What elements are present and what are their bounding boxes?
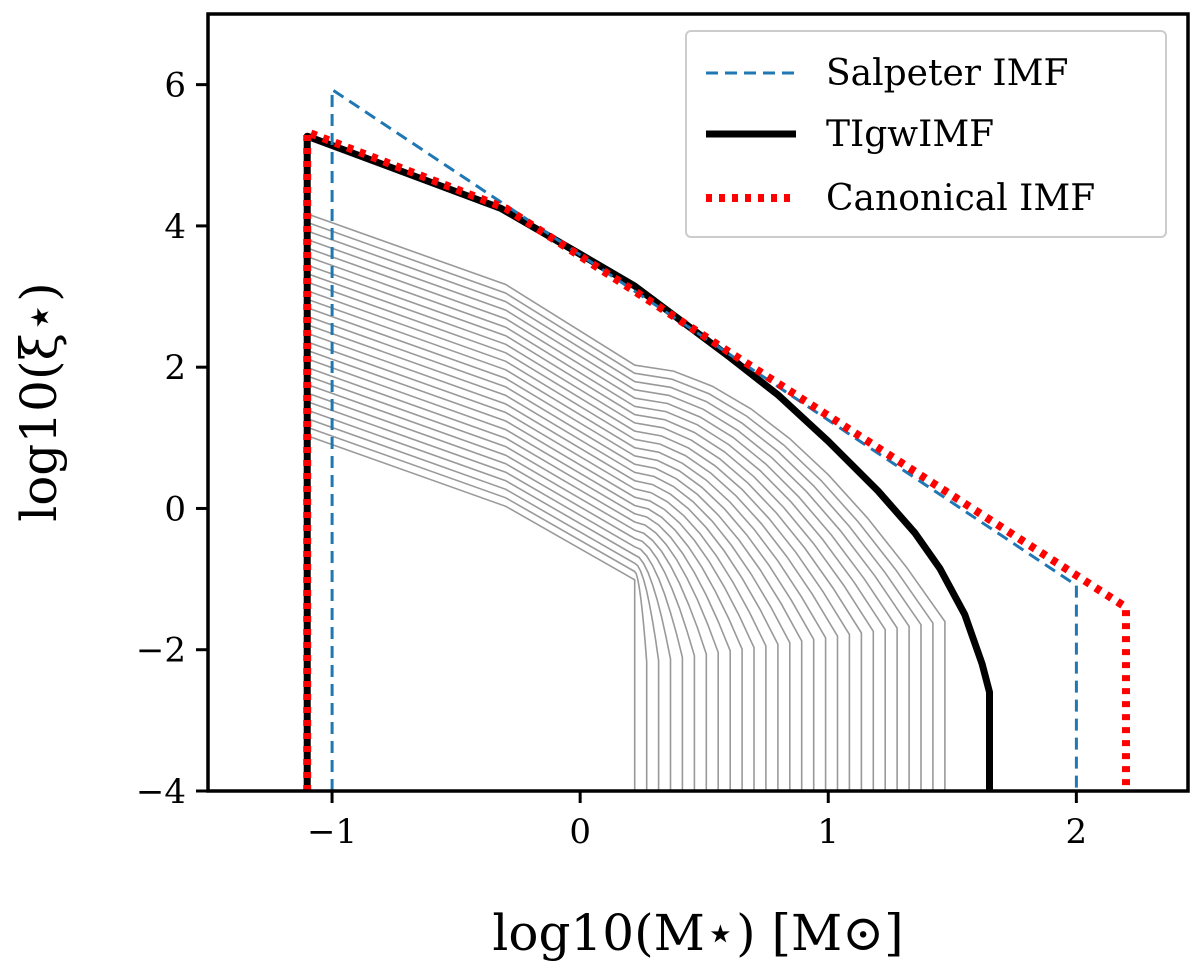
background-curve — [306, 306, 815, 791]
background-curve — [306, 221, 934, 791]
x-tick-label: −1 — [307, 812, 357, 852]
x-axis-ticks: −1 0 1 2 — [307, 791, 1087, 852]
background-curve — [306, 358, 743, 791]
background-curve — [306, 272, 863, 791]
background-curve — [306, 434, 636, 791]
background-curve — [306, 341, 767, 791]
background-curve — [306, 230, 922, 791]
background-curve — [306, 213, 946, 791]
background-curve — [306, 238, 910, 791]
background-curve — [306, 315, 803, 791]
y-tick-label: −4 — [136, 772, 186, 812]
y-axis-label: log10(ξ⋆) — [10, 282, 68, 522]
x-axis-label: log10(M⋆) [M⊙] — [492, 904, 903, 962]
legend: Salpeter IMF TIgwIMF Canonical IMF — [685, 30, 1167, 238]
x-tick-label: 2 — [1066, 812, 1088, 852]
y-tick-label: 0 — [164, 489, 186, 529]
legend-label: Salpeter IMF — [826, 53, 1068, 94]
background-curve — [306, 324, 791, 791]
x-tick-label: 0 — [569, 812, 591, 852]
y-tick-label: 4 — [164, 207, 186, 247]
background-curve — [306, 383, 708, 791]
background-curve — [306, 417, 660, 791]
background-curve — [306, 298, 827, 791]
y-axis-ticks: −4 −2 0 2 4 6 — [136, 66, 208, 812]
legend-label: TIgwIMF — [826, 114, 994, 155]
background-curve — [306, 247, 898, 791]
background-curve — [306, 426, 648, 791]
y-tick-label: 6 — [164, 66, 186, 106]
background-curve — [306, 264, 875, 791]
background-curve — [306, 366, 732, 791]
background-curve — [306, 332, 779, 791]
background-curves — [306, 213, 946, 791]
imf-series-lines — [303, 88, 1130, 791]
plot-frame — [206, 12, 1190, 793]
y-tick-label: −2 — [136, 631, 186, 671]
legend-box — [685, 30, 1167, 238]
background-curve — [306, 400, 684, 791]
series-line-canonical-imf — [303, 128, 1130, 791]
x-tick-label: 1 — [817, 812, 839, 852]
y-tick-label: 2 — [164, 348, 186, 388]
background-curve — [306, 349, 755, 791]
background-curve — [306, 375, 720, 791]
background-curve — [306, 255, 887, 791]
background-curve — [306, 289, 839, 791]
legend-label: Canonical IMF — [826, 178, 1095, 219]
background-curve — [306, 392, 696, 791]
background-curve — [306, 281, 851, 791]
background-curve — [306, 409, 672, 791]
